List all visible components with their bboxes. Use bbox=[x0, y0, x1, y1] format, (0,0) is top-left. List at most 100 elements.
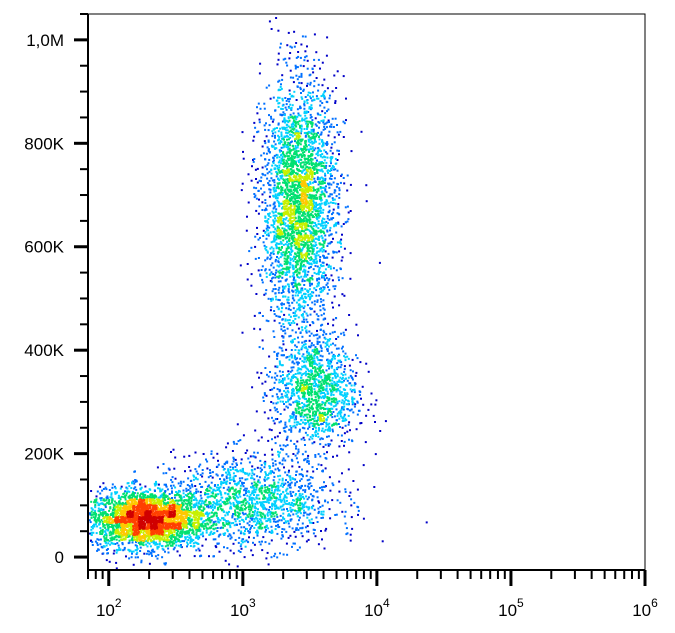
data-point bbox=[274, 436, 277, 439]
data-point bbox=[257, 531, 259, 534]
data-point bbox=[273, 555, 276, 558]
data-point bbox=[311, 434, 314, 436]
data-point bbox=[270, 492, 273, 494]
data-point bbox=[245, 229, 248, 232]
data-point bbox=[269, 258, 272, 261]
data-point bbox=[264, 514, 266, 517]
data-point bbox=[327, 108, 330, 111]
data-point bbox=[93, 519, 96, 522]
data-point bbox=[291, 289, 294, 292]
data-point bbox=[322, 510, 325, 513]
data-point bbox=[305, 318, 308, 321]
data-point bbox=[275, 393, 278, 396]
data-point bbox=[273, 238, 276, 241]
data-point bbox=[218, 534, 221, 537]
data-point bbox=[338, 389, 341, 392]
data-point bbox=[288, 142, 291, 145]
data-point bbox=[319, 185, 322, 188]
data-point bbox=[311, 321, 314, 323]
data-point bbox=[283, 189, 286, 192]
data-point bbox=[284, 57, 287, 60]
data-point bbox=[318, 294, 321, 297]
data-point bbox=[282, 218, 285, 221]
data-point bbox=[334, 285, 337, 288]
data-point bbox=[345, 119, 347, 122]
data-point bbox=[283, 165, 286, 168]
data-point bbox=[292, 504, 295, 507]
data-point bbox=[278, 227, 281, 230]
data-point bbox=[96, 549, 99, 552]
data-point bbox=[241, 519, 244, 522]
data-point bbox=[273, 422, 276, 425]
data-point bbox=[168, 493, 171, 495]
data-point bbox=[240, 540, 243, 543]
data-point bbox=[259, 62, 262, 65]
data-point bbox=[291, 329, 294, 332]
data-point bbox=[312, 291, 315, 294]
data-point bbox=[267, 297, 270, 300]
data-point bbox=[206, 522, 209, 525]
data-point bbox=[305, 400, 308, 403]
data-point bbox=[322, 272, 325, 274]
data-point bbox=[292, 147, 295, 150]
data-point bbox=[308, 424, 311, 427]
data-point bbox=[272, 118, 275, 121]
data-point bbox=[289, 52, 292, 54]
data-point bbox=[272, 96, 275, 99]
data-point bbox=[228, 495, 231, 498]
data-point bbox=[289, 141, 292, 144]
data-point bbox=[282, 221, 285, 223]
data-point bbox=[299, 486, 302, 489]
data-point bbox=[275, 245, 278, 248]
data-point bbox=[246, 514, 249, 517]
data-point bbox=[263, 191, 266, 194]
data-point bbox=[325, 369, 328, 372]
data-point bbox=[174, 494, 176, 497]
data-point bbox=[299, 499, 301, 502]
data-point bbox=[221, 517, 223, 520]
data-point bbox=[271, 179, 274, 182]
data-point bbox=[268, 114, 270, 117]
data-point bbox=[335, 422, 337, 425]
data-point bbox=[289, 503, 292, 506]
data-point bbox=[313, 64, 316, 67]
data-point bbox=[285, 134, 288, 137]
data-point bbox=[265, 234, 268, 236]
data-point bbox=[321, 504, 324, 507]
data-point bbox=[303, 119, 306, 121]
data-point bbox=[229, 474, 232, 477]
data-point bbox=[292, 278, 295, 281]
data-point bbox=[180, 546, 183, 549]
data-point bbox=[190, 502, 193, 505]
data-point bbox=[271, 505, 274, 508]
data-point bbox=[117, 544, 120, 547]
data-point bbox=[323, 232, 326, 235]
data-point bbox=[276, 556, 279, 559]
data-point bbox=[318, 182, 321, 185]
data-point bbox=[285, 224, 288, 227]
data-point bbox=[275, 219, 278, 222]
data-point bbox=[285, 401, 287, 404]
data-point bbox=[338, 490, 341, 493]
data-point bbox=[301, 119, 304, 122]
data-point bbox=[101, 531, 104, 534]
data-point bbox=[295, 415, 298, 418]
data-point bbox=[275, 497, 277, 499]
data-point bbox=[273, 376, 276, 379]
data-point bbox=[327, 242, 330, 245]
data-point bbox=[337, 203, 340, 206]
data-point bbox=[236, 483, 239, 486]
data-point bbox=[158, 496, 161, 499]
data-point bbox=[316, 333, 319, 336]
data-point bbox=[287, 387, 289, 390]
data-point bbox=[289, 439, 292, 442]
data-point bbox=[340, 347, 343, 350]
data-point bbox=[281, 396, 284, 399]
data-point bbox=[319, 215, 321, 218]
data-point bbox=[344, 328, 347, 331]
data-point bbox=[302, 265, 305, 268]
data-point bbox=[302, 343, 305, 346]
data-point bbox=[342, 120, 345, 123]
data-point bbox=[261, 339, 264, 342]
data-point bbox=[283, 263, 286, 266]
